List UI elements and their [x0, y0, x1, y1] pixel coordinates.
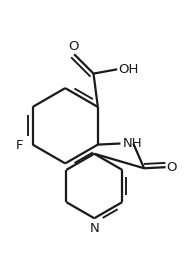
Text: O: O [167, 161, 177, 174]
Text: F: F [15, 139, 23, 152]
Text: OH: OH [118, 63, 139, 76]
Text: N: N [89, 222, 99, 235]
Text: O: O [68, 39, 78, 53]
Text: NH: NH [123, 137, 142, 150]
